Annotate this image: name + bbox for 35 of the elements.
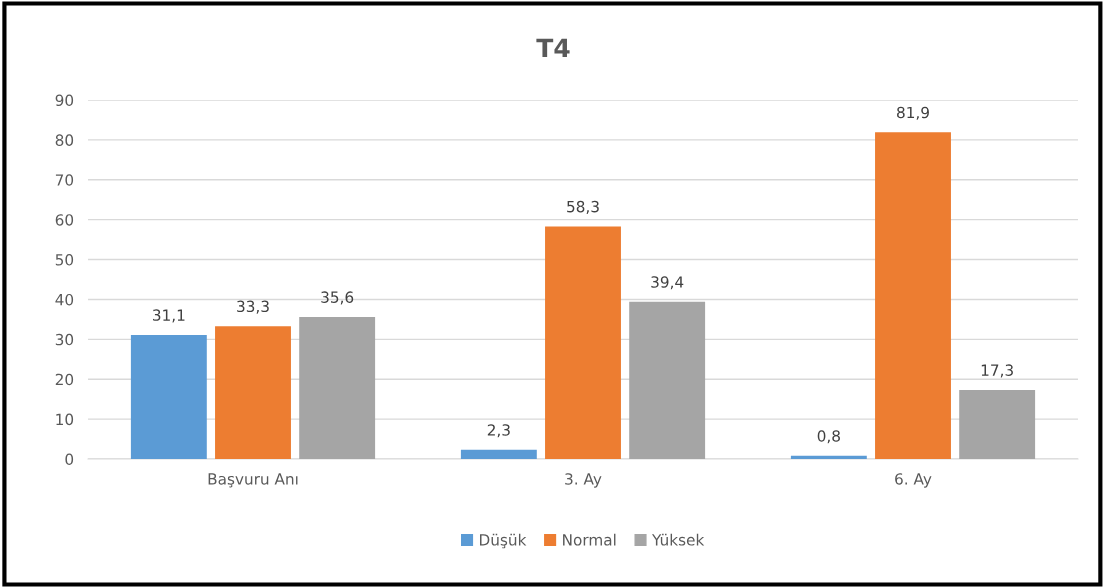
x-tick-label: 3. Ay [565,473,602,488]
bar [959,389,1036,459]
y-tick-label: 90 [55,94,74,107]
data-label: 33,3 [237,300,269,314]
legend-label: Yüksek [651,533,705,546]
data-label: 81,9 [897,106,929,120]
y-tick-label: 50 [55,254,74,266]
bar [460,449,537,459]
data-label: 58,3 [567,200,599,214]
y-tick-label: 20 [55,373,74,386]
y-tick-label: 10 [56,413,74,426]
data-label: 17,3 [981,364,1013,378]
data-label: 2,3 [487,424,510,438]
y-tick-label: 0 [65,453,74,466]
y-tick-label: 40 [55,293,74,306]
data-label: 0,8 [817,430,840,444]
bar [629,301,706,459]
data-label: 31,1 [153,309,185,323]
chart-title: T4 [536,38,570,57]
y-tick-label: 70 [55,174,74,186]
y-tick-label: 80 [55,134,74,146]
bar [130,334,207,459]
y-tick-label: 60 [55,214,74,226]
data-label: 35,6 [321,291,354,305]
bar [875,132,951,459]
bar [299,317,376,459]
y-tick-label: 30 [55,333,74,346]
legend-label: Düşük [480,533,527,549]
bar [790,455,867,459]
legend-label: Normal [563,533,616,546]
x-tick-label: 6. Ay [895,473,932,488]
data-label: 39,4 [651,276,684,290]
bar [215,326,291,459]
bar [545,226,621,459]
x-tick-label: Başvuru Anı [208,473,298,488]
